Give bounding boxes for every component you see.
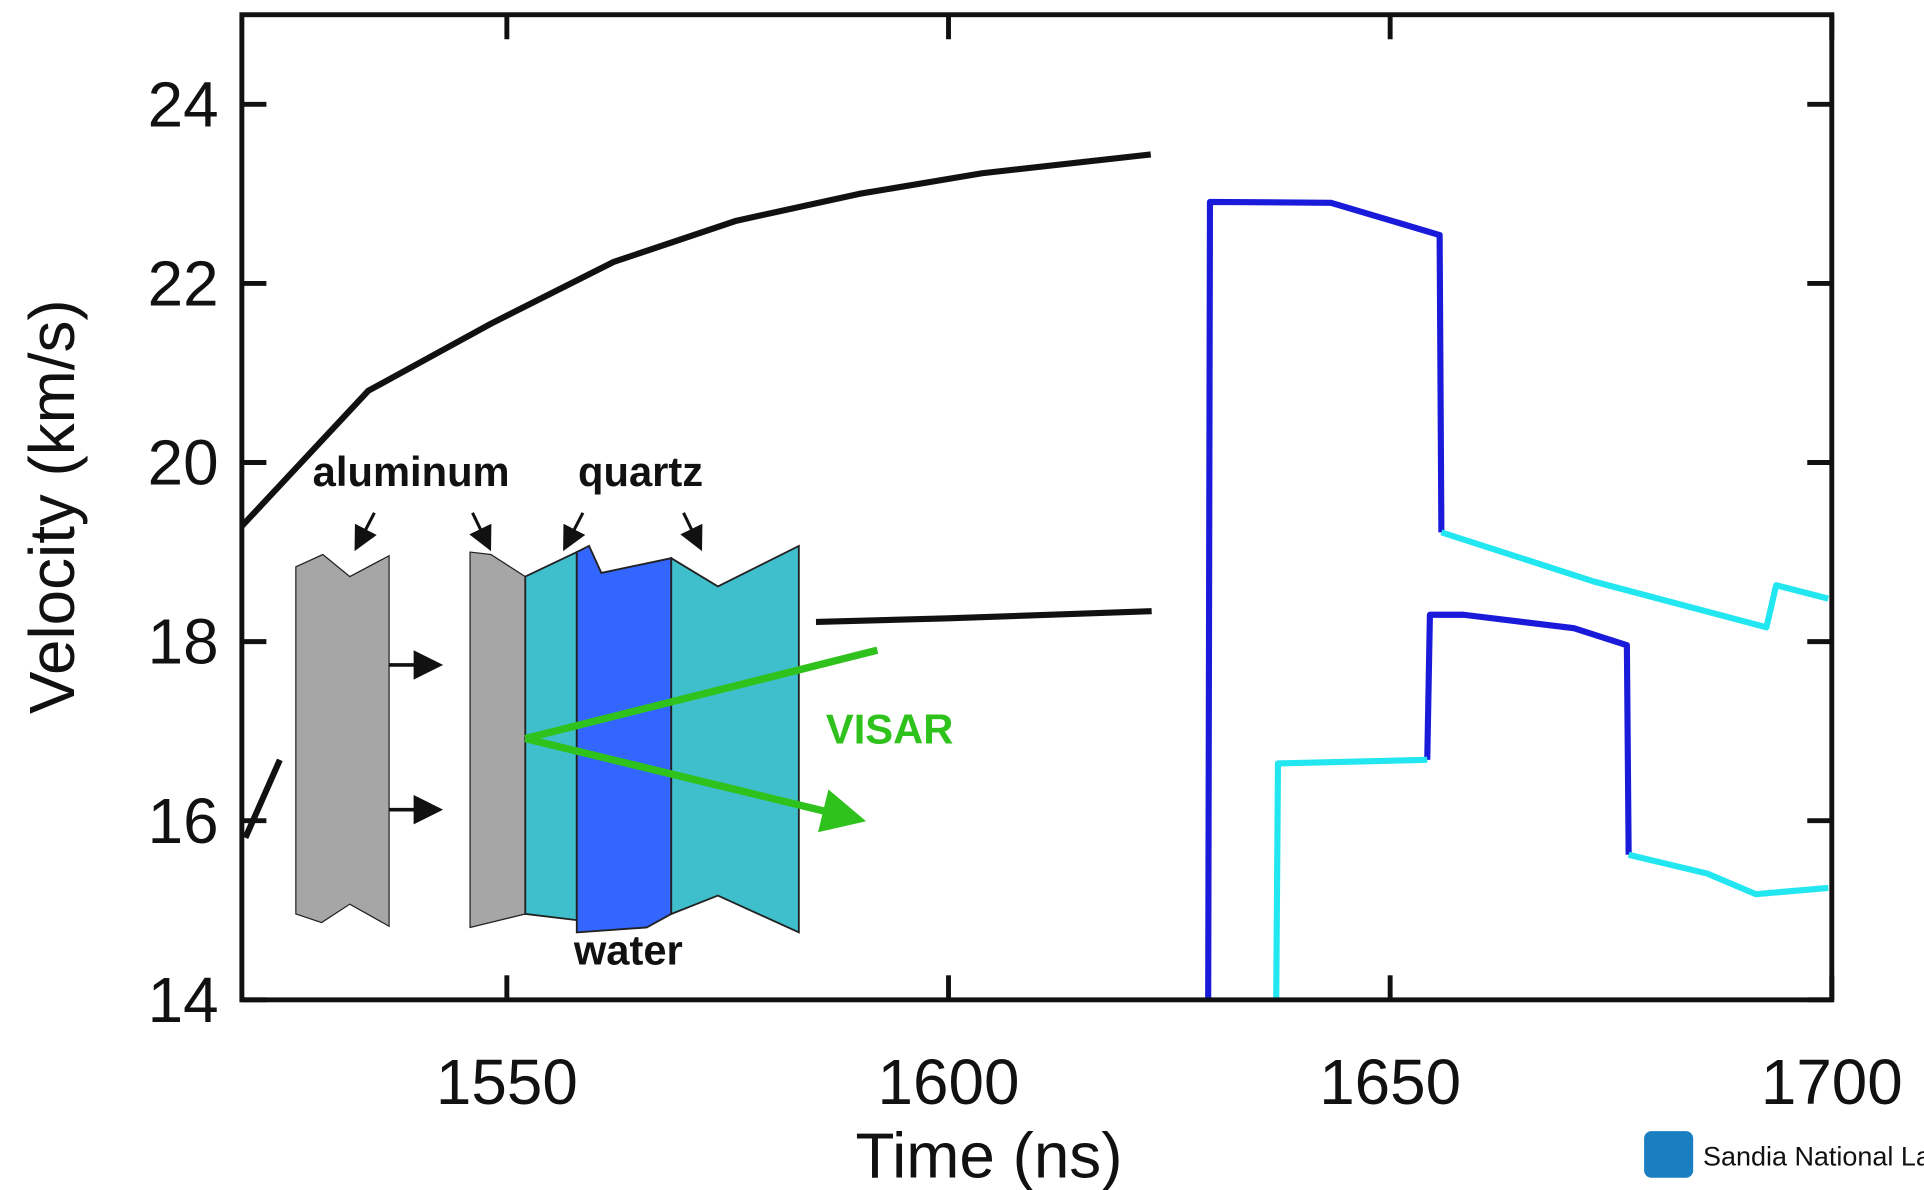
inset-diagram: aluminum quartz water VISAR: [295, 448, 953, 973]
data-line: [1440, 529, 1830, 631]
logo: Sandia National Labora: [1644, 1131, 1924, 1178]
pointer: [354, 512, 377, 552]
y-tick-label: 16: [148, 785, 219, 857]
y-tick-label: 24: [148, 68, 219, 140]
annotation: aluminum: [313, 448, 510, 495]
data-line: [241, 151, 1152, 529]
aluminum-baseplate: [469, 551, 526, 929]
data-line: [1627, 851, 1829, 898]
y-tick-label: 20: [148, 427, 219, 499]
data-line: [1205, 198, 1445, 1000]
y-tick-label: 22: [148, 247, 219, 319]
visar-beam: [524, 646, 879, 743]
x-tick-label: 1700: [1761, 1046, 1903, 1118]
x-tick-label: 1550: [436, 1046, 578, 1118]
aluminum-impactor: [295, 553, 390, 928]
data-line: [1273, 756, 1428, 1000]
x-tick-label: 1650: [1319, 1046, 1461, 1118]
logo-icon: [1644, 1131, 1694, 1178]
x-tick-label: 1600: [878, 1046, 1020, 1118]
water-layer: [575, 544, 673, 934]
x-axis-label: Time (ns): [856, 1120, 1123, 1190]
visar-beam: [524, 734, 867, 833]
pointer: [563, 512, 586, 552]
pointer: [469, 512, 492, 552]
data-layer: [241, 151, 1830, 1000]
plot-frame: [239, 12, 1835, 1003]
annotation: quartz: [578, 448, 703, 495]
pointer: [680, 512, 703, 552]
quartz-window: [670, 544, 800, 934]
data-line: [1424, 611, 1632, 855]
logo-text: Sandia National Labora: [1703, 1141, 1924, 1171]
y-tick-label: 14: [148, 964, 219, 1036]
annotation: water: [573, 926, 683, 973]
annotation: VISAR: [826, 705, 953, 752]
y-axis-label: Velocity (km/s): [16, 299, 88, 714]
y-tick-label: 18: [148, 606, 219, 678]
data-line: [242, 608, 1152, 839]
